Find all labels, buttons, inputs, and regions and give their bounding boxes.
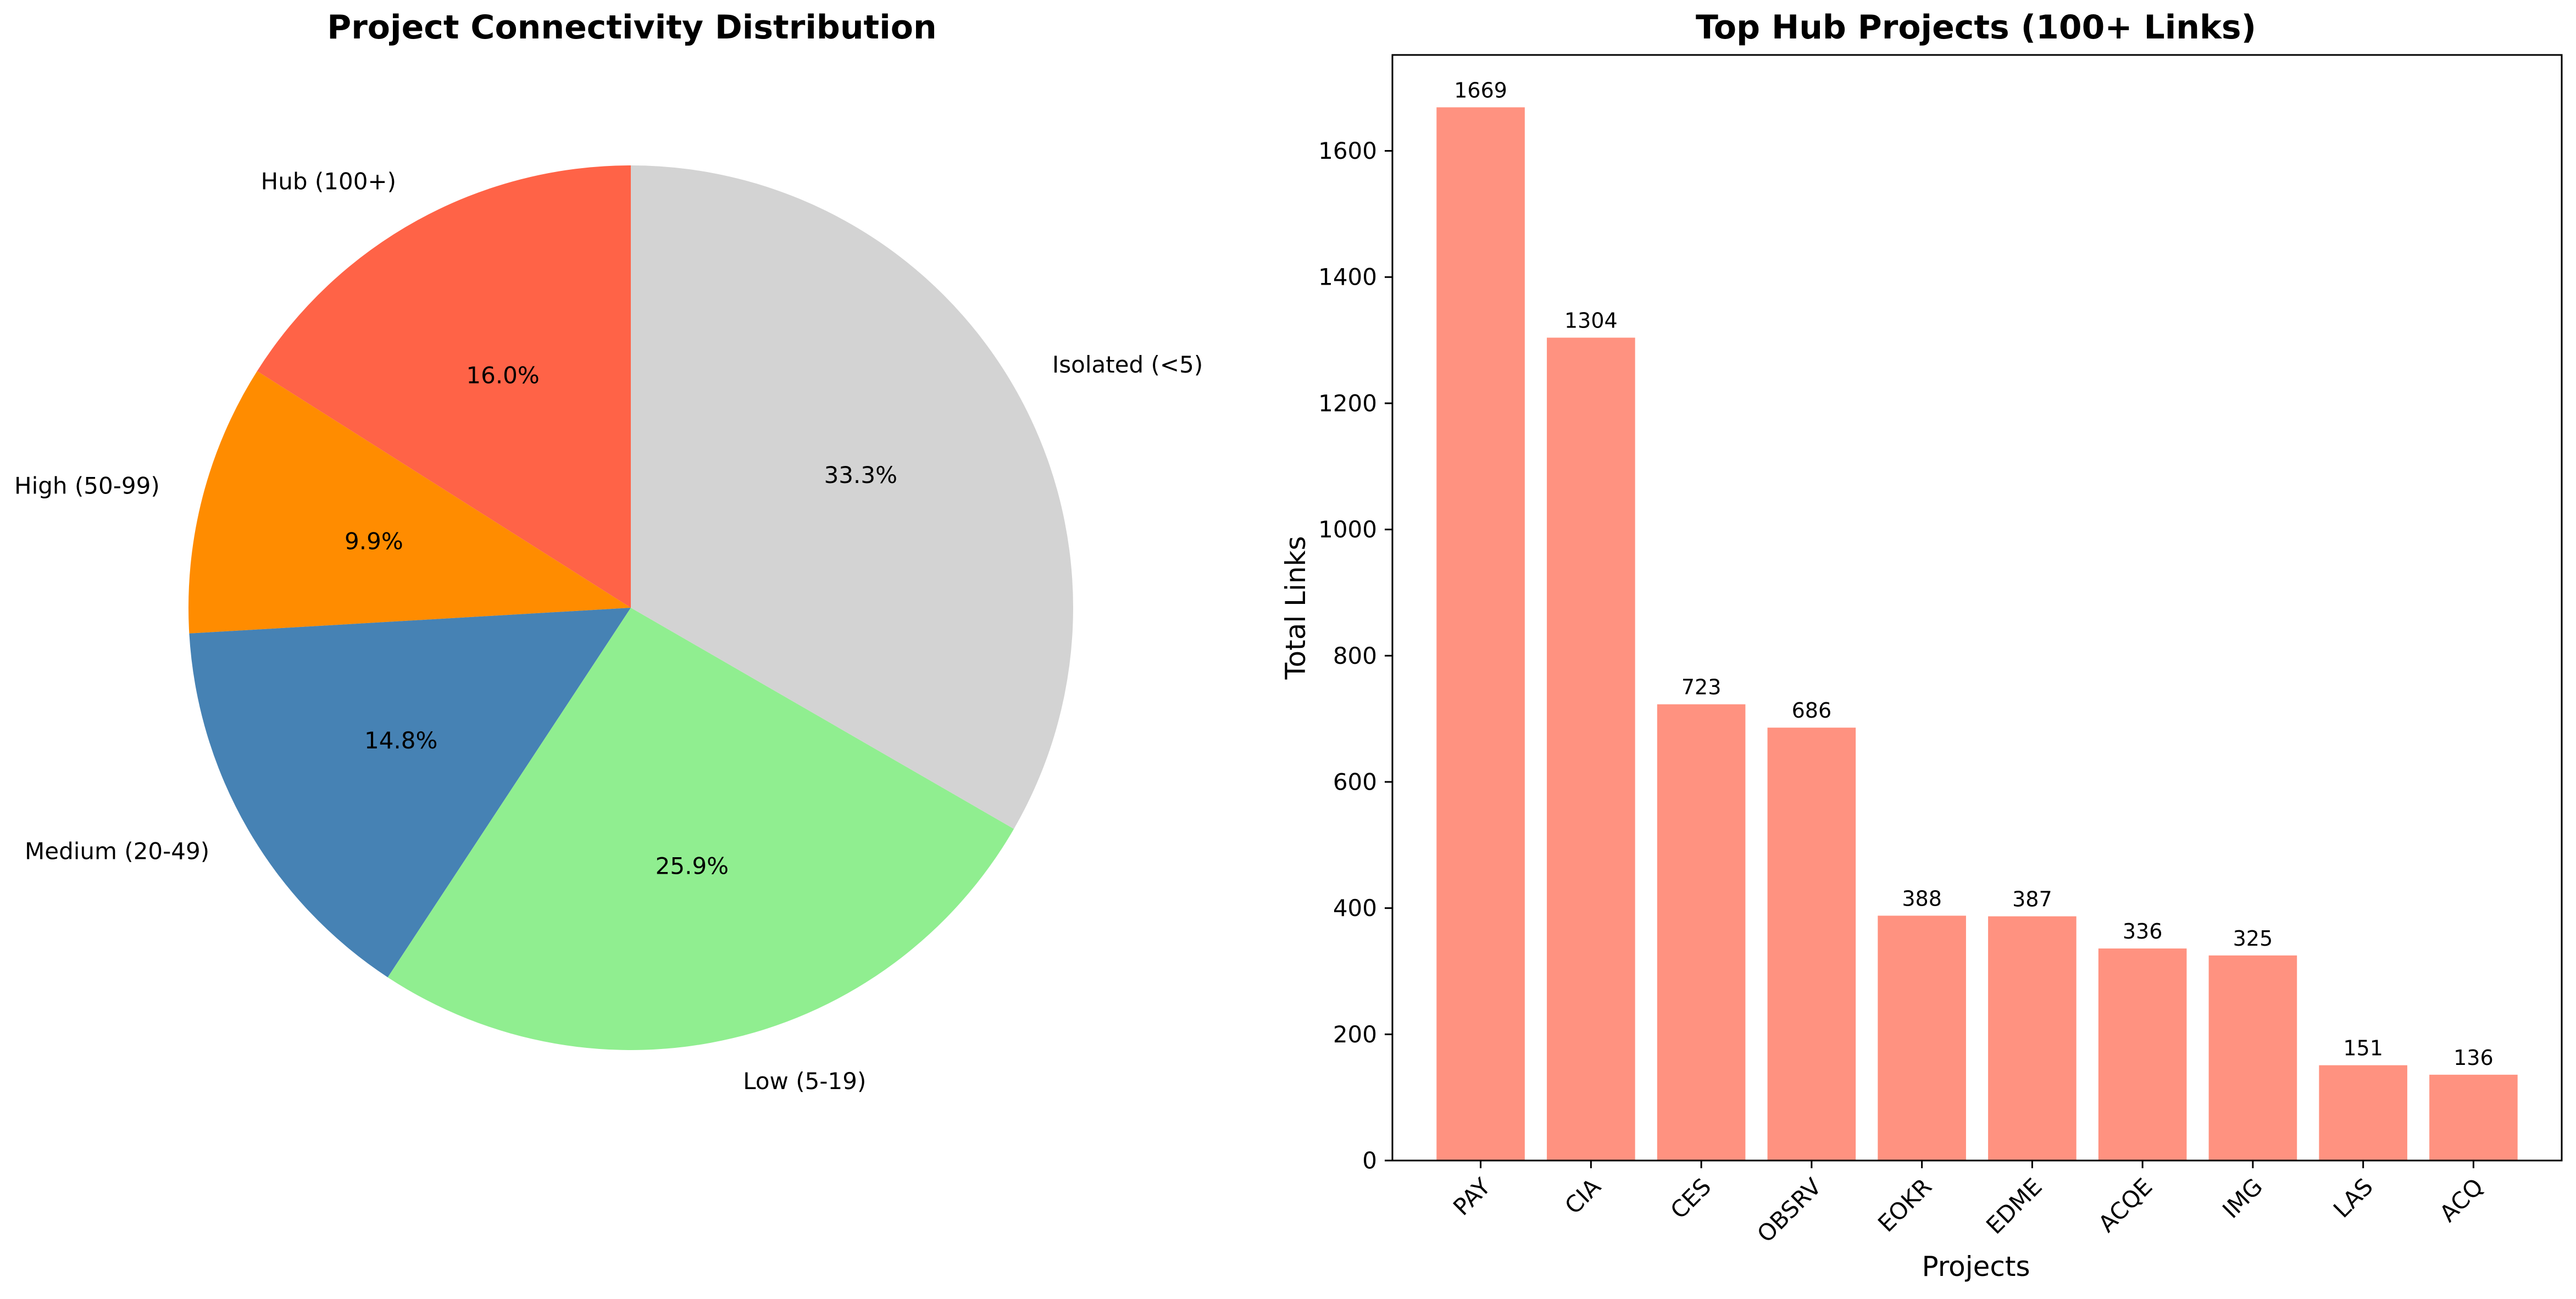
bar-value-acq: 136 [2453,1046,2494,1070]
x-tick-obsrv: OBSRV [1752,1173,1826,1247]
pie-slice-high-50-99 [188,371,631,634]
pie-slice-hub-100 [257,165,631,608]
bar-value-cia: 1304 [1564,308,1618,332]
pie-slice-isolated-5 [631,165,1073,829]
y-tick-400: 400 [1333,895,1377,921]
y-tick-1000: 1000 [1318,516,1377,543]
y-tick-1600: 1600 [1318,137,1377,164]
pie-pct-medium-20-49: 14.8% [364,727,437,754]
bar-edme [1988,916,2077,1161]
bar-value-ces: 723 [1681,675,1722,700]
x-tick-edme: EDME [1981,1173,2047,1240]
x-axis-label: Projects [1922,1251,2030,1283]
y-tick-200: 200 [1333,1021,1377,1048]
pie-label-low-5-19: Low (5-19) [743,1068,866,1095]
pie-labels: Hub (100+) 16.0% High (50-99) 9.9% Medium (2… [14,168,1203,1095]
pie-slice-low-5-19 [387,608,1014,1050]
pie-label-high-50-99: High (50-99) [14,473,160,499]
y-tick-800: 800 [1333,642,1377,669]
bar-acq [2429,1074,2518,1161]
bar-chart: Top Hub Projects (100+ Links) 1669 1304 72… [1280,8,2563,1283]
bar-img [2208,955,2297,1161]
x-tick-ces: CES [1665,1173,1716,1224]
pie-label-hub-100: Hub (100+) [261,168,396,195]
pie-pct-low-5-19: 25.9% [656,852,729,879]
pie-pct-high-50-99: 9.9% [345,528,403,555]
x-tick-acq: ACQ [2434,1173,2489,1228]
bar-value-pay: 1669 [1454,78,1507,102]
pie-chart-title: Project Connectivity Distribution [327,8,937,47]
y-axis-label: Total Links [1280,536,1312,680]
bar-chart-title: Top Hub Projects (100+ Links) [1696,8,2256,47]
bar-obsrv [1767,728,1856,1161]
pie-label-isolated-5: Isolated (<5) [1052,351,1203,378]
bar-eokr [1878,915,1966,1161]
bar-cia [1547,337,1635,1161]
bar-value-obsrv: 686 [1792,698,1832,723]
x-tick-acqe: ACQE [2093,1173,2157,1237]
x-tick-las: LAS [2328,1173,2378,1223]
pie-pct-isolated-5: 33.3% [824,462,897,488]
x-tick-cia: CIA [1559,1173,1606,1219]
bar-value-acqe: 336 [2123,919,2163,943]
x-tick-img: IMG [2217,1173,2268,1224]
x-tick-eokr: EOKR [1873,1173,1937,1237]
pie-slices [188,165,1073,1050]
bar-acqe [2098,948,2187,1161]
x-axis-ticks: PAY CIA CES OBSRV EOKR EDME ACQE IMG LAS ACQ [1448,1161,2489,1248]
x-tick-pay: PAY [1448,1173,1496,1220]
bar-value-edme: 387 [2012,887,2052,912]
y-tick-600: 600 [1333,768,1377,795]
y-tick-0: 0 [1362,1147,1377,1174]
bar-value-img: 325 [2233,926,2273,951]
pie-chart: Project Connectivity Distribution Hub (1… [14,8,1203,1095]
bar-plot-frame [1391,54,2563,1162]
pie-pct-hub-100: 16.0% [466,362,539,388]
y-tick-1200: 1200 [1318,390,1377,417]
pie-slice-medium-20-49 [189,608,631,978]
bar-bars [1436,107,2518,1161]
bar-value-labels: 1669 1304 723 686 388 387 336 325 151 136 [1454,78,2493,1070]
bar-ces [1657,704,1746,1161]
bar-pay [1436,107,1525,1161]
y-tick-1400: 1400 [1318,264,1377,291]
bar-value-las: 151 [2343,1036,2383,1061]
y-axis-ticks: 0 200 400 600 800 1000 1200 1400 1600 [1318,137,1392,1174]
bar-value-eokr: 388 [1902,886,1942,911]
bar-las [2319,1065,2407,1161]
pie-label-medium-20-49: Medium (20-49) [25,837,209,864]
